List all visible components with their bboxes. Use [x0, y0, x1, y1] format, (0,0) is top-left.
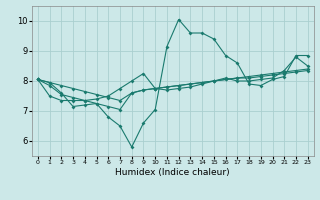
- X-axis label: Humidex (Indice chaleur): Humidex (Indice chaleur): [116, 168, 230, 177]
